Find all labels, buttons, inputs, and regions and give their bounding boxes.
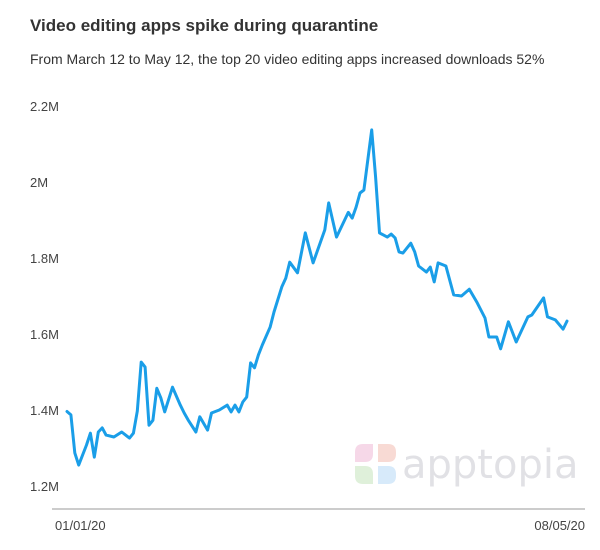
- y-tick-label: 1.8M: [30, 251, 59, 266]
- series-line: [65, 128, 569, 467]
- x-tick-label: 08/05/20: [534, 518, 585, 533]
- watermark: apptopia: [355, 442, 578, 488]
- y-tick-label: 1.4M: [30, 403, 59, 418]
- apptopia-logo-icon: [355, 444, 396, 484]
- x-tick-label: 01/01/20: [55, 518, 106, 533]
- y-tick-label: 2M: [30, 175, 48, 190]
- chart-title: Video editing apps spike during quaranti…: [30, 16, 379, 35]
- chart-subtitle: From March 12 to May 12, the top 20 vide…: [30, 51, 545, 67]
- watermark-text: apptopia: [402, 442, 578, 488]
- y-tick-label: 1.2M: [30, 479, 59, 494]
- y-tick-label: 1.6M: [30, 327, 59, 342]
- y-tick-label: 2.2M: [30, 99, 59, 114]
